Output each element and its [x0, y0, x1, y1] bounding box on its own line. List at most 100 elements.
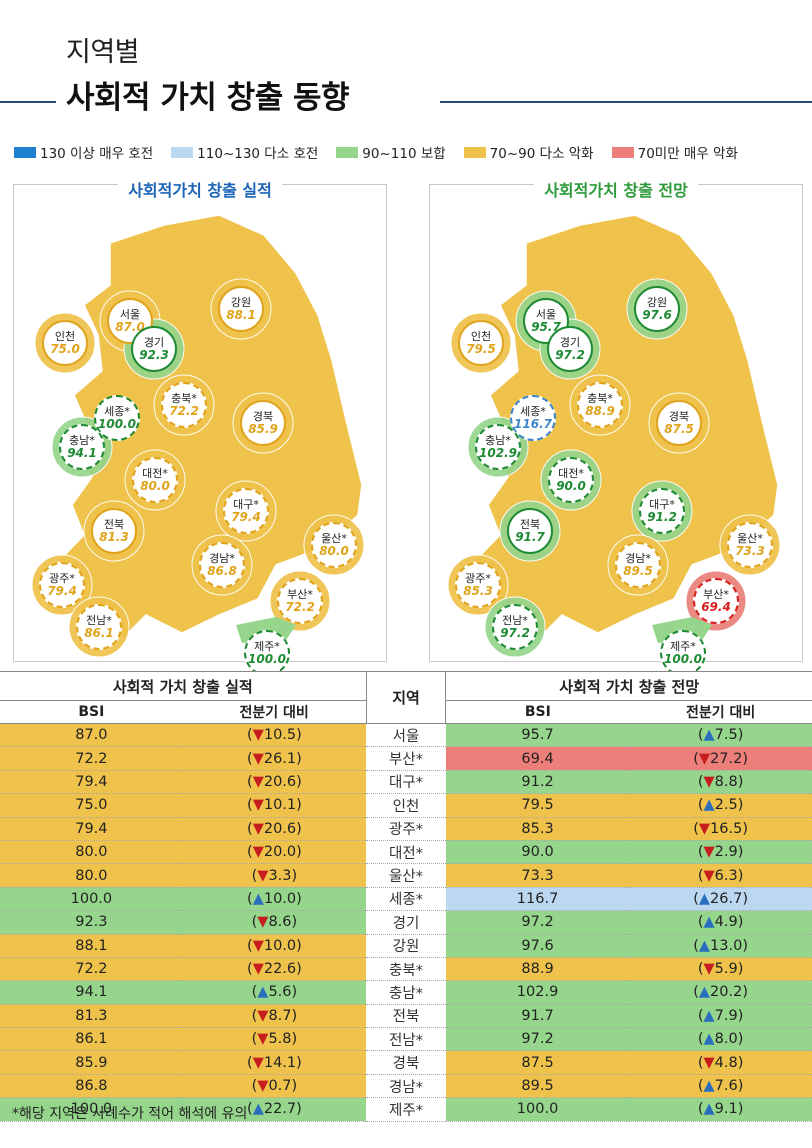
change-cell: (▲7.6) — [629, 1074, 812, 1099]
region-name: 전북 — [103, 518, 125, 531]
forecast-region-badge: 제주* 100.0 — [660, 630, 706, 676]
legend-label: 130 이상 매우 호전 — [40, 146, 154, 162]
forecast-bsi-cell: 97.6 — [445, 934, 630, 958]
change-cell: (▲8.0) — [629, 1027, 812, 1052]
up-triangle-icon: ▲ — [252, 890, 264, 907]
down-triangle-icon: ▼ — [703, 773, 715, 790]
change-cell: (▲5.6) — [182, 980, 367, 1005]
actual-region-badge: 대전* 80.0 — [132, 457, 178, 503]
map-forecast-title: 사회적가치 창출 전망 — [430, 177, 802, 201]
region-name: 충북* — [171, 392, 197, 405]
table-row: 85.9 (▼14.1) 경북 87.5 (▼4.8) — [0, 1050, 812, 1075]
region-value: 90.0 — [556, 479, 586, 493]
change-cell: (▼8.6) — [182, 910, 367, 935]
legend-label: 70미만 매우 악화 — [637, 146, 738, 162]
actual-bsi-cell: 85.9 — [0, 1050, 183, 1075]
region-value: 86.8 — [207, 564, 237, 578]
footnote: *해당 지역은 사례수가 적어 해석에 유의 — [12, 1106, 248, 1122]
forecast-region-badge: 대구* 91.2 — [639, 488, 685, 534]
title-rule-left — [0, 101, 56, 103]
region-name: 부산* — [703, 588, 729, 601]
change-cell: (▼20.6) — [182, 770, 367, 795]
legend-item: 110~130 다소 호전 — [171, 142, 318, 162]
legend-item: 130 이상 매우 호전 — [14, 142, 153, 162]
region-value: 91.7 — [515, 530, 545, 544]
region-value: 92.3 — [139, 348, 169, 362]
change-cell: (▲9.1) — [629, 1097, 812, 1122]
forecast-region-badge: 전북 91.7 — [507, 508, 553, 554]
forecast-bsi-cell: 95.7 — [445, 723, 630, 748]
forecast-bsi-cell: 79.5 — [445, 793, 630, 818]
actual-region-badge: 충북* 72.2 — [161, 382, 207, 428]
change-cell: (▼10.0) — [182, 934, 367, 958]
region-value: 88.1 — [226, 308, 256, 322]
region-cell: 제주* — [366, 1097, 446, 1122]
forecast-bsi-cell: 97.2 — [445, 1027, 630, 1052]
region-value: 79.4 — [47, 584, 77, 598]
forecast-region-badge: 경기 97.2 — [547, 326, 593, 372]
change-cell: (▲26.7) — [629, 887, 812, 912]
region-name: 대전* — [142, 467, 168, 480]
change-cell: (▲22.7) — [182, 1097, 367, 1122]
actual-region-badge: 부산* 72.2 — [277, 578, 323, 624]
region-name: 경북 — [668, 410, 690, 423]
forecast-region-badge: 울산* 73.3 — [727, 522, 773, 568]
up-triangle-icon: ▲ — [703, 914, 715, 931]
change-cell: (▼22.6) — [182, 957, 367, 982]
region-name: 제주* — [670, 640, 696, 653]
region-name: 강원 — [646, 296, 668, 309]
up-triangle-icon: ▲ — [703, 1078, 715, 1095]
change-cell: (▼3.3) — [182, 863, 367, 888]
region-name: 세종* — [520, 405, 546, 418]
region-value: 72.2 — [169, 404, 199, 418]
region-name: 울산* — [737, 532, 763, 545]
change-cell: (▼16.5) — [629, 817, 812, 841]
region-value: 100.0 — [98, 417, 136, 431]
region-value: 100.0 — [248, 652, 286, 666]
region-value: 73.3 — [735, 544, 765, 558]
page-title: 사회적 가치 창출 동향 — [66, 80, 350, 116]
actual-region-badge: 제주* 100.0 — [244, 630, 290, 676]
region-cell: 부산* — [366, 746, 446, 771]
actual-bsi-cell: 72.2 — [0, 957, 183, 982]
actual-bsi-cell: 86.8 — [0, 1074, 183, 1099]
change-cell: (▲10.0) — [182, 887, 367, 912]
actual-region-badge: 울산* 80.0 — [311, 522, 357, 568]
region-cell: 충북* — [366, 957, 446, 982]
legend-swatch — [611, 146, 634, 158]
change-cell: (▼6.3) — [629, 863, 812, 888]
forecast-region-badge: 충남* 102.9 — [475, 424, 521, 470]
table-row: 80.0 (▼20.0) 대전* 90.0 (▼2.9) — [0, 840, 812, 865]
down-triangle-icon: ▼ — [252, 797, 264, 814]
table-row: 72.2 (▼22.6) 충북* 88.9 (▼5.9) — [0, 957, 812, 982]
forecast-bsi-cell: 69.4 — [445, 746, 630, 771]
actual-region-badge: 전북 81.3 — [91, 508, 137, 554]
region-cell: 울산* — [366, 863, 446, 888]
table-row: 87.0 (▼10.5) 서울 95.7 (▲7.5) — [0, 723, 812, 748]
change-cell: (▼5.9) — [629, 957, 812, 982]
change-cell: (▼20.0) — [182, 840, 367, 865]
region-name: 광주* — [465, 572, 491, 585]
region-value: 88.9 — [585, 404, 615, 418]
right-bsi-header: BSI — [445, 700, 630, 724]
region-name: 전북 — [519, 518, 541, 531]
actual-bsi-cell: 79.4 — [0, 817, 183, 841]
change-cell: (▼20.6) — [182, 817, 367, 841]
forecast-bsi-cell: 91.2 — [445, 770, 630, 795]
up-triangle-icon: ▲ — [698, 890, 711, 907]
region-value: 100.0 — [664, 652, 702, 666]
forecast-region-badge: 경남* 89.5 — [615, 542, 661, 588]
actual-bsi-cell: 79.4 — [0, 770, 183, 795]
region-cell: 경남* — [366, 1074, 446, 1099]
down-triangle-icon: ▼ — [703, 844, 715, 861]
region-value: 69.4 — [701, 600, 731, 614]
down-triangle-icon: ▼ — [252, 844, 264, 861]
down-triangle-icon: ▼ — [698, 820, 711, 837]
region-value: 85.9 — [248, 422, 278, 436]
region-name: 인천 — [54, 330, 76, 343]
legend-swatch — [171, 146, 194, 158]
forecast-bsi-cell: 90.0 — [445, 840, 630, 865]
change-cell: (▼4.8) — [629, 1050, 812, 1075]
forecast-bsi-cell: 91.7 — [445, 1004, 630, 1029]
change-cell: (▼27.2) — [629, 746, 812, 771]
